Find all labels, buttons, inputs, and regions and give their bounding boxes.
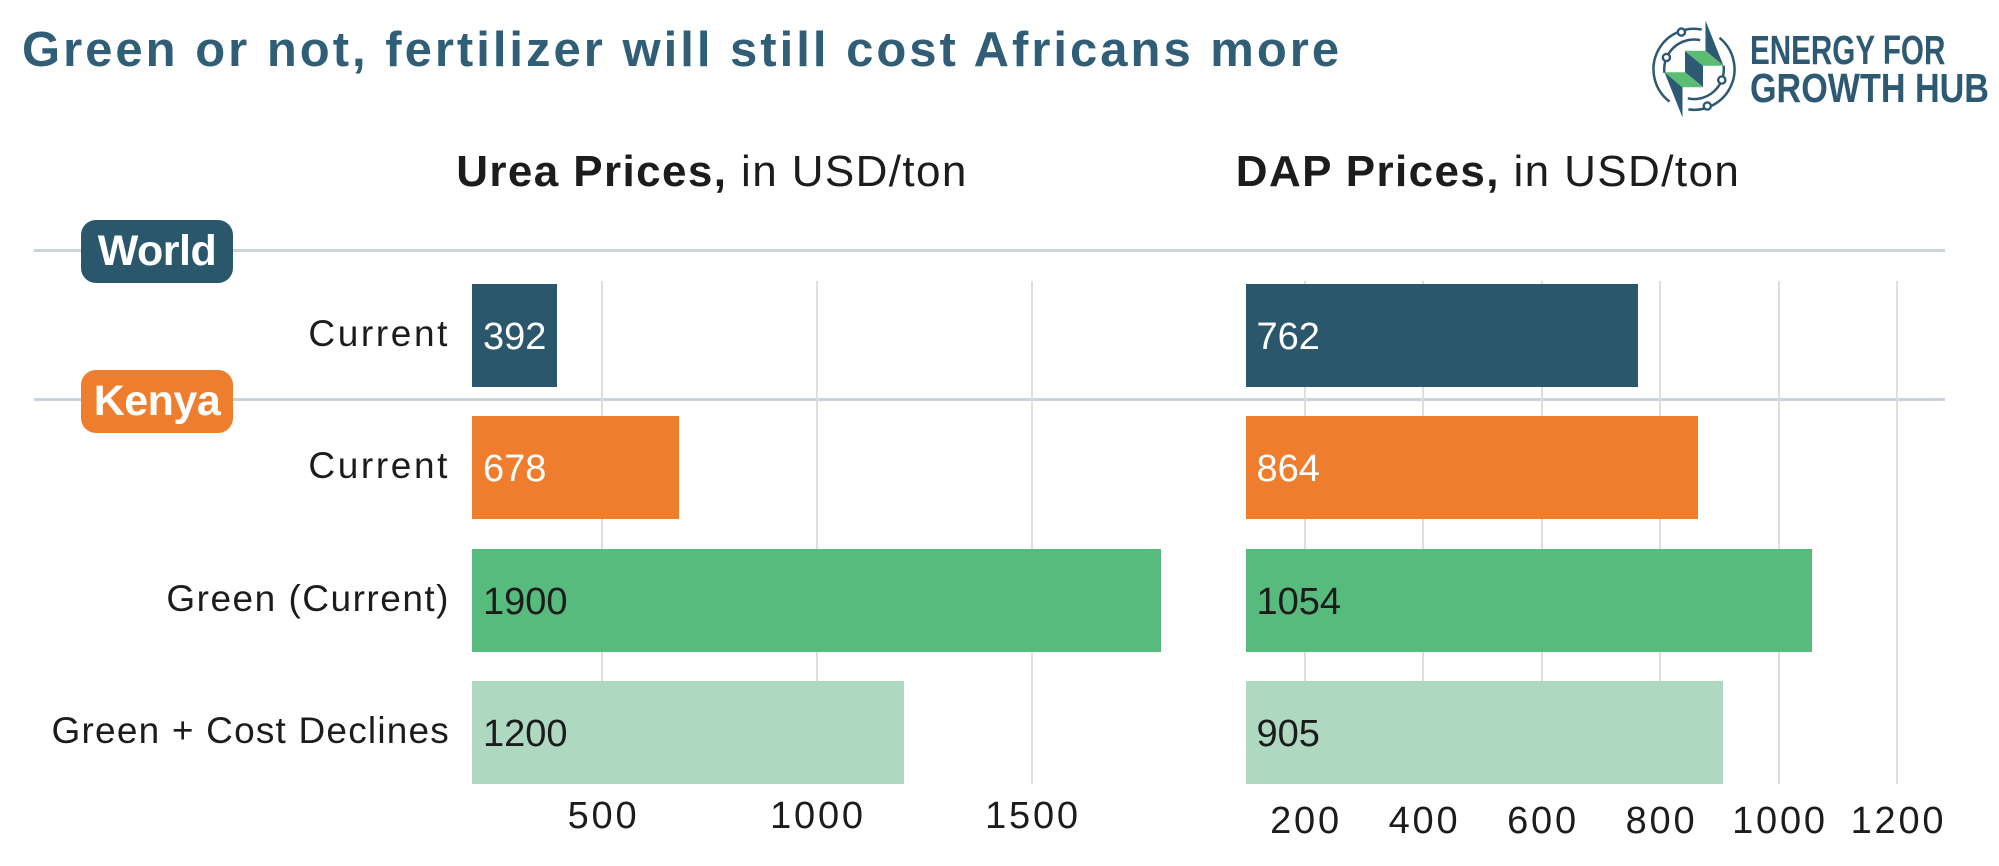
svg-text:GROWTH HUB: GROWTH HUB [1750,65,1989,111]
svg-text:ENERGY FOR: ENERGY FOR [1750,27,1946,73]
